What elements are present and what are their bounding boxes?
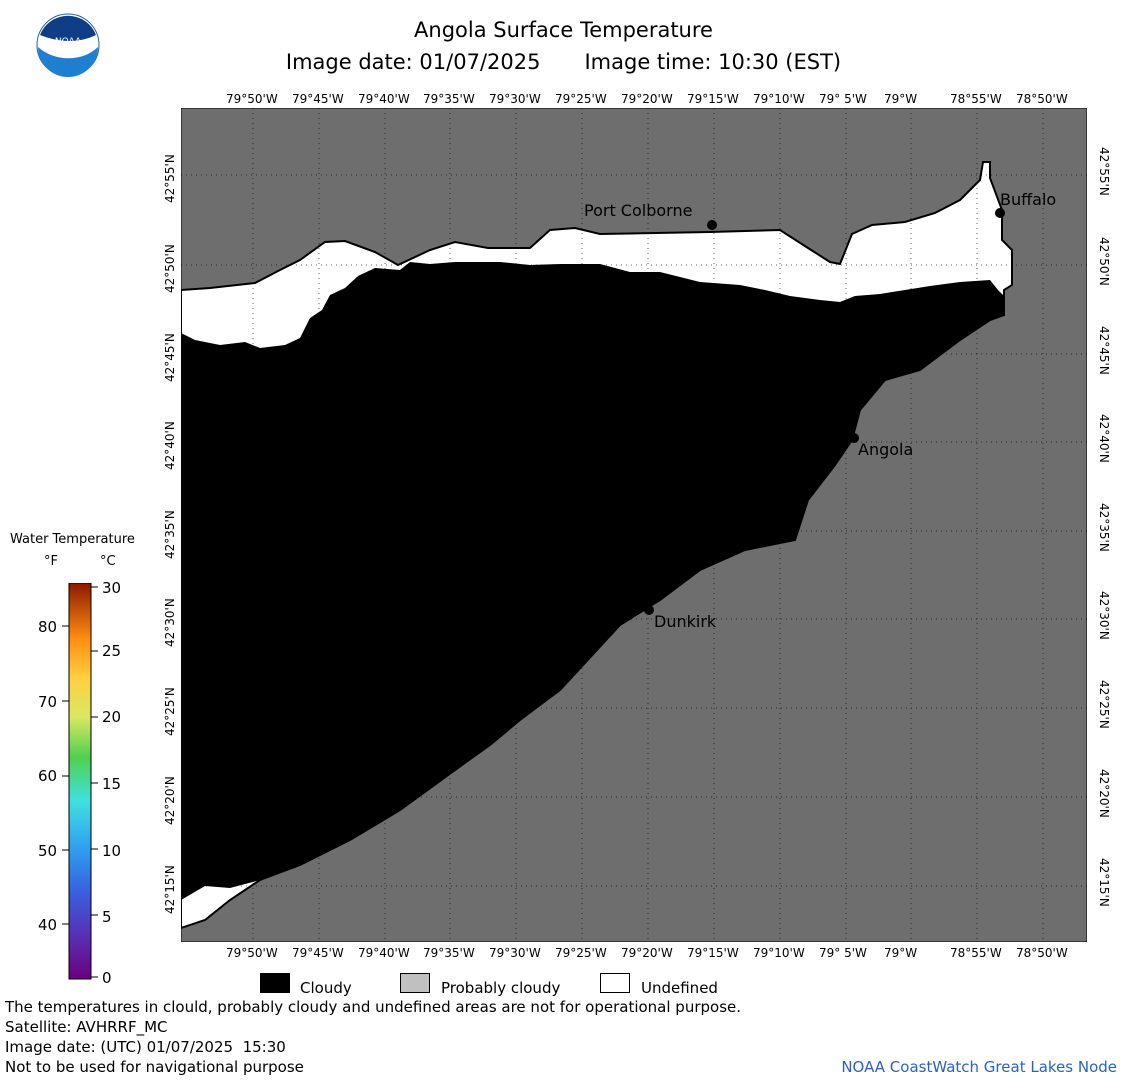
city-label: Port Colborne: [584, 201, 693, 220]
map-title: Angola Surface Temperature: [414, 18, 713, 42]
lat-label: 42°40'N: [163, 421, 177, 470]
image-date: Image date: 01/07/2025: [285, 50, 541, 74]
image-datetime: Image date: 01/07/2025 Image time: 10:30 …: [0, 50, 1127, 74]
lon-label: 79° 5'W: [819, 946, 867, 960]
graticule: [181, 108, 1087, 942]
lon-label: 79°25'W: [555, 92, 607, 106]
fahrenheit-tick: 70: [38, 693, 58, 711]
lon-label: 78°50'W: [1016, 92, 1068, 106]
satellite-text: Satellite: AVHRRF_MC: [5, 1018, 168, 1036]
lat-label: 42°15'N: [163, 865, 177, 914]
lat-label: 42°30'N: [1097, 591, 1111, 640]
lat-label: 42°55'N: [1097, 147, 1111, 196]
lon-label: 79°35'W: [423, 92, 475, 106]
utc-date-text: Image date: (UTC) 01/07/2025 15:30: [5, 1038, 286, 1056]
temperature-color-bar: [62, 583, 98, 980]
lon-label: 78°55'W: [950, 92, 1002, 106]
lon-label: 79°30'W: [489, 946, 541, 960]
lat-label: 42°45'N: [1097, 326, 1111, 375]
navigation-disclaimer: Not to be used for navigational purpose: [5, 1058, 304, 1076]
lon-label: 79°10'W: [753, 92, 805, 106]
fahrenheit-tick: 60: [38, 767, 58, 785]
cloudy-area: [181, 262, 1004, 900]
probably-cloudy-swatch: [400, 973, 430, 993]
lat-label: 42°20'N: [163, 776, 177, 825]
fahrenheit-tick: 50: [38, 842, 58, 860]
lat-label: 42°55'N: [163, 154, 177, 203]
disclaimer-text: The temperatures in clould, probably clo…: [5, 998, 742, 1016]
cloudy-swatch: [260, 973, 290, 993]
celsius-tick: 15: [102, 775, 122, 793]
lon-label: 79°35'W: [423, 946, 475, 960]
lat-label: 42°40'N: [1097, 414, 1111, 463]
celsius-tick: 30: [102, 579, 122, 597]
probably-cloudy-label: Probably cloudy: [441, 979, 561, 997]
celsius-tick: 20: [102, 708, 122, 726]
lon-label: 79°W: [884, 92, 918, 106]
lon-label: 79° 5'W: [819, 92, 867, 106]
noaa-logo-text: NOAA: [55, 37, 82, 47]
city-marker-buffalo: [995, 208, 1005, 218]
lon-label: 79°W: [884, 946, 918, 960]
lon-label: 79°45'W: [292, 946, 344, 960]
noaa-logo: NOAA: [36, 13, 100, 77]
celsius-tick: 5: [102, 908, 112, 926]
cloudy-label: Cloudy: [300, 979, 352, 997]
fahrenheit-tick: 40: [38, 916, 58, 934]
lon-label: 79°40'W: [358, 92, 410, 106]
lon-label: 79°25'W: [555, 946, 607, 960]
lon-label: 79°50'W: [226, 92, 278, 106]
undefined-swatch: [600, 973, 630, 993]
city-marker-angola: [849, 433, 859, 443]
lon-label: 79°20'W: [621, 946, 673, 960]
lat-label: 42°35'N: [163, 510, 177, 559]
lon-label: 79°20'W: [621, 92, 673, 106]
lat-label: 42°25'N: [163, 687, 177, 736]
lon-label: 79°40'W: [358, 946, 410, 960]
celsius-tick: 10: [102, 842, 122, 860]
legend-title: Water Temperature: [10, 532, 135, 547]
lat-label: 42°25'N: [1097, 680, 1111, 729]
lon-label: 79°15'W: [687, 946, 739, 960]
satellite-map: [181, 108, 1087, 942]
unit-fahrenheit: °F: [44, 554, 58, 569]
lat-label: 42°50'N: [1097, 237, 1111, 286]
lon-label: 79°10'W: [753, 946, 805, 960]
credit-text: NOAA CoastWatch Great Lakes Node: [841, 1058, 1117, 1076]
city-marker-dunkirk: [644, 605, 654, 615]
lat-label: 42°15'N: [1097, 858, 1111, 907]
fahrenheit-tick: 80: [38, 618, 58, 636]
celsius-tick: 0: [102, 969, 112, 987]
lat-label: 42°35'N: [1097, 503, 1111, 552]
celsius-tick: 25: [102, 642, 122, 660]
lon-label: 79°50'W: [226, 946, 278, 960]
unit-celsius: °C: [100, 554, 116, 569]
city-label: Dunkirk: [654, 612, 717, 631]
undefined-label: Undefined: [641, 979, 718, 997]
lat-label: 42°45'N: [163, 333, 177, 382]
image-time: Image time: 10:30 (EST): [584, 50, 842, 74]
lat-label: 42°30'N: [163, 598, 177, 647]
lon-label: 79°45'W: [292, 92, 344, 106]
city-marker-port-colborne: [707, 220, 717, 230]
lon-label: 79°15'W: [687, 92, 739, 106]
lon-label: 78°50'W: [1016, 946, 1068, 960]
lon-label: 79°30'W: [489, 92, 541, 106]
city-label: Angola: [858, 440, 914, 459]
lat-label: 42°50'N: [163, 244, 177, 293]
lon-label: 78°55'W: [950, 946, 1002, 960]
city-label: Buffalo: [1000, 190, 1057, 209]
lat-label: 42°20'N: [1097, 769, 1111, 818]
